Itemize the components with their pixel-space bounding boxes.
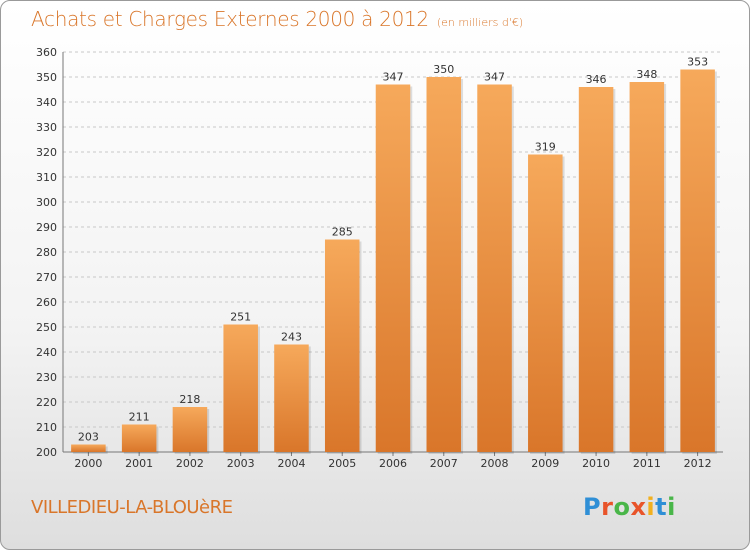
data-label: 285 [332,226,353,239]
x-tick-label: 2010 [582,457,610,470]
logo-letter: x [630,493,647,521]
axes: 200 210 220 230 240 250 260 270 280 290 300 310 320 3… [36,46,723,470]
y-tick-label: 310 [36,171,57,184]
data-label: 211 [129,411,150,424]
x-tick-label: 2002 [176,457,204,470]
data-label: 347 [484,71,505,84]
bar [578,87,614,452]
x-tick-label: 2011 [633,457,661,470]
location-label: VILLEDIEU-LA-BLOUèRE [31,497,233,518]
data-label: 218 [179,393,200,406]
bar [375,84,411,452]
y-tick-label: 360 [36,46,57,59]
y-tick-label: 260 [36,296,57,309]
bars [71,69,717,454]
data-label: 347 [383,71,404,84]
data-label: 353 [687,56,708,69]
data-label: 346 [586,73,607,86]
y-tick-label: 350 [36,71,57,84]
y-tick-label: 270 [36,271,57,284]
y-tick-label: 340 [36,96,57,109]
logo-letter: i [646,493,656,521]
data-label: 348 [636,68,657,81]
proxiti-logo[interactable]: Proxiti [583,493,676,521]
data-label: 251 [230,311,251,324]
bar [680,69,715,452]
chart-subtitle: (en milliers d'€) [436,16,524,29]
bar [172,407,208,452]
y-tick-label: 240 [36,346,57,359]
data-label: 243 [281,331,302,344]
data-label: 350 [433,63,454,76]
bar [528,154,563,452]
x-tick-label: 2006 [379,457,407,470]
bar [324,239,360,452]
chart-title: Achats et Charges Externes 2000 à 2012 (e… [31,7,523,31]
y-tick-label: 250 [36,321,57,334]
bar [121,424,157,452]
x-tick-label: 2004 [277,457,305,470]
bar [426,77,462,452]
logo-letter: t [655,493,668,521]
y-tick-label: 200 [36,446,57,459]
chart-title-text: Achats et Charges Externes 2000 à 2012 [31,7,429,31]
logo-letter: r [601,493,614,521]
x-tick-label: 2009 [531,457,559,470]
logo-letter: i [667,493,676,521]
x-tick-label: 2012 [684,457,712,470]
y-tick-label: 230 [36,371,57,384]
bar [629,82,665,452]
bar [477,84,512,452]
data-label: 203 [78,431,99,444]
y-tick-label: 290 [36,221,57,234]
bar [274,344,309,452]
y-tick-label: 330 [36,121,57,134]
y-tick-label: 280 [36,246,57,259]
data-label: 319 [535,141,556,154]
data-labels: 203 211 218 251 243 285 347 350 347 319 346 348 353 [78,56,708,444]
y-tick-label: 210 [36,421,57,434]
bar [71,444,106,452]
bar [223,324,258,452]
y-tick-label: 300 [36,196,57,209]
logo-letter: P [583,493,602,521]
x-tick-label: 2007 [430,457,458,470]
logo-letter: o [613,493,631,521]
y-tick-label: 320 [36,146,57,159]
x-tick-label: 2005 [328,457,356,470]
y-tick-label: 220 [36,396,57,409]
x-tick-label: 2008 [481,457,509,470]
x-tick-label: 2001 [125,457,153,470]
x-tick-label: 2003 [227,457,255,470]
x-tick-label: 2000 [74,457,102,470]
